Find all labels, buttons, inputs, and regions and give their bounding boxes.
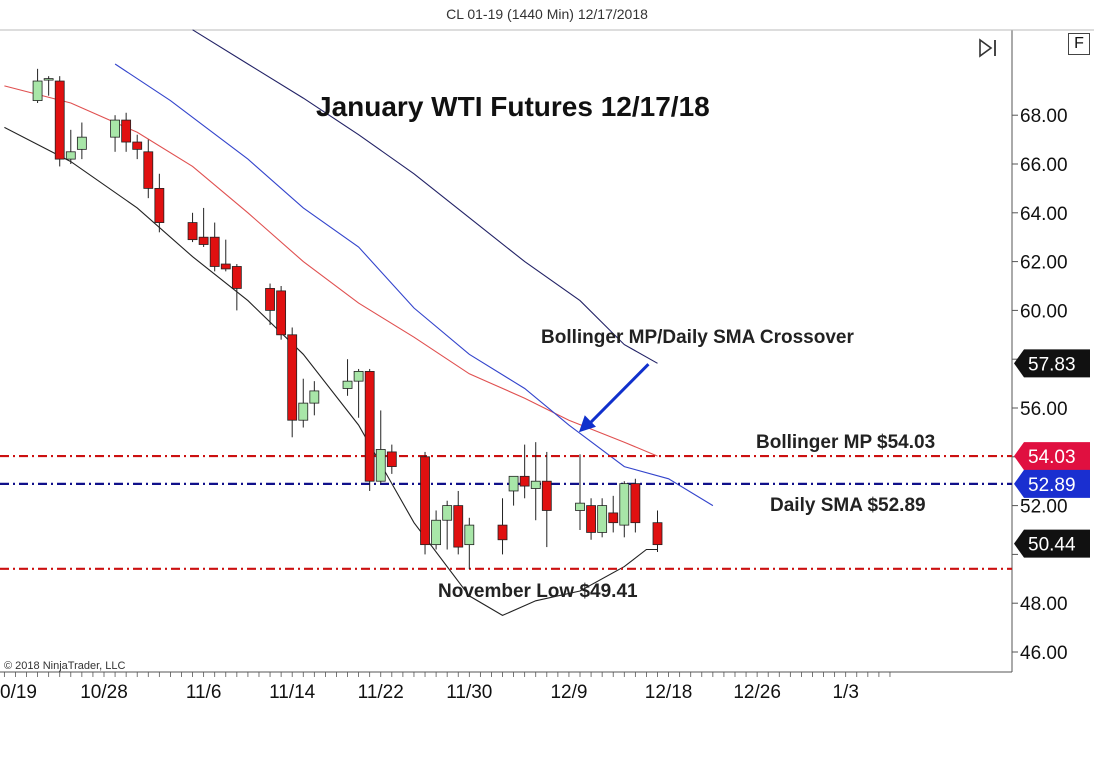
price-tag-text-1: 54.03 (1028, 447, 1076, 468)
candle-body-0 (32, 80, 43, 101)
x-tick-label-7: 12/18 (645, 682, 693, 703)
candle-body-29 (464, 524, 475, 546)
candle-body-13 (220, 263, 231, 270)
x-tick-label-9: 1/3 (832, 682, 858, 703)
chart-title: January WTI Futures 12/17/18 (316, 91, 710, 122)
x-tick-label-1: 10/28 (80, 682, 128, 703)
indicator-lines (4, 29, 714, 617)
candle-body-1 (43, 78, 54, 81)
crossover-arrow-shaft (585, 363, 650, 428)
price-tag-bg-1 (1014, 442, 1090, 471)
candle-body-28 (453, 505, 464, 548)
level-annotation-1: Daily SMA $52.89 (770, 495, 926, 516)
candle-body-36 (586, 505, 596, 533)
y-tick-label-11: 68.00 (1020, 106, 1068, 127)
candle-body-20 (342, 380, 353, 389)
price-tag-text-3: 50.44 (1028, 535, 1076, 556)
candle-body-6 (121, 119, 132, 143)
candle-body-35 (575, 502, 585, 511)
annotations: Bollinger MP/Daily SMA Crossover Bollinge… (438, 327, 935, 602)
bollinger-lower-line (4, 126, 658, 617)
price-tag-1: 54.03 (1014, 442, 1090, 471)
x-tick-label-0: 0/19 (0, 682, 37, 703)
bollinger-middle-line (4, 85, 658, 457)
candle-body-40 (630, 483, 641, 524)
candle-body-15 (265, 288, 275, 311)
y-tick-label-5: 56.00 (1020, 399, 1068, 420)
y-tick-label-8: 62.00 (1020, 253, 1068, 274)
candle-body-34 (541, 480, 552, 511)
candle-body-25 (420, 456, 430, 546)
level-annotation-2: November Low $49.41 (438, 581, 638, 602)
candle-body-14 (231, 266, 242, 289)
y-tick-label-3: 52.00 (1020, 497, 1068, 518)
crossover-arrow-head (578, 415, 596, 433)
y-tick-label-0: 46.00 (1020, 643, 1068, 664)
f-button[interactable]: F (1068, 33, 1090, 55)
candle-body-10 (187, 222, 198, 241)
candle-body-23 (375, 449, 386, 482)
horizontal-levels (0, 454, 1012, 570)
price-tag-text-0: 57.83 (1028, 354, 1076, 375)
price-tag-2: 52.89 (1014, 469, 1090, 498)
candle-body-24 (386, 451, 397, 467)
candle-body-11 (198, 236, 209, 245)
x-tick-label-5: 11/30 (446, 682, 492, 703)
scroll-to-end-icon[interactable] (976, 36, 1002, 60)
x-tick-label-3: 11/14 (269, 682, 316, 703)
candle-body-38 (608, 512, 619, 524)
candle-body-21 (353, 370, 364, 382)
candle-body-33 (530, 480, 541, 489)
price-tag-bg-3 (1014, 529, 1090, 558)
price-tag-bg-2 (1014, 469, 1090, 498)
candle-body-22 (364, 370, 375, 482)
candle-body-8 (143, 151, 154, 189)
candle-body-3 (65, 151, 76, 160)
candle-body-16 (276, 290, 287, 336)
candle-body-26 (431, 519, 442, 546)
chart-frame (0, 29, 1094, 673)
date-axis: 0/19 10/28 11/6 11/14 11/22 11/30 12/9 12/18 12/… (0, 672, 891, 703)
x-tick-label-4: 11/22 (358, 682, 404, 703)
y-tick-label-7: 60.00 (1020, 301, 1068, 322)
candle-body-2 (54, 80, 65, 160)
y-tick-label-10: 66.00 (1020, 155, 1068, 176)
candle-body-12 (209, 236, 220, 267)
price-axis: 46.00 48.00 52.00 56.00 60.00 62.00 64.00 66.00… (1012, 106, 1090, 664)
price-tag-0: 57.83 (1014, 349, 1090, 378)
price-tag-3: 50.44 (1014, 529, 1090, 558)
candle-body-7 (132, 141, 143, 150)
daily-sma-line (114, 63, 714, 507)
x-tick-label-6: 12/9 (550, 682, 587, 703)
candle-body-19 (309, 390, 320, 404)
copyright-text: © 2018 NinjaTrader, LLC (4, 660, 125, 672)
crossover-annotation: Bollinger MP/Daily SMA Crossover (541, 327, 854, 348)
candle-body-32 (519, 475, 530, 487)
y-tick-label-9: 64.00 (1020, 204, 1068, 225)
candle-body-4 (76, 136, 87, 150)
candle-body-17 (287, 334, 298, 421)
bollinger-upper-line (192, 29, 658, 364)
candle-body-5 (110, 119, 120, 138)
candlesticks (32, 68, 663, 570)
candle-body-27 (442, 505, 453, 521)
candle-body-39 (619, 483, 630, 526)
candle-body-9 (154, 187, 165, 223)
candle-body-41 (652, 522, 663, 546)
candle-body-37 (597, 505, 608, 533)
price-tag-bg-0 (1014, 349, 1090, 378)
x-tick-label-8: 12/26 (733, 682, 781, 703)
level-annotation-0: Bollinger MP $54.03 (756, 432, 935, 453)
candle-body-30 (497, 524, 508, 541)
chart-window-title: CL 01-19 (1440 Min) 12/17/2018 (446, 6, 648, 22)
y-tick-label-1: 48.00 (1020, 594, 1068, 615)
x-tick-label-2: 11/6 (186, 682, 222, 703)
price-tag-text-2: 52.89 (1028, 475, 1076, 496)
candle-body-18 (298, 402, 309, 421)
candle-body-31 (508, 475, 519, 492)
